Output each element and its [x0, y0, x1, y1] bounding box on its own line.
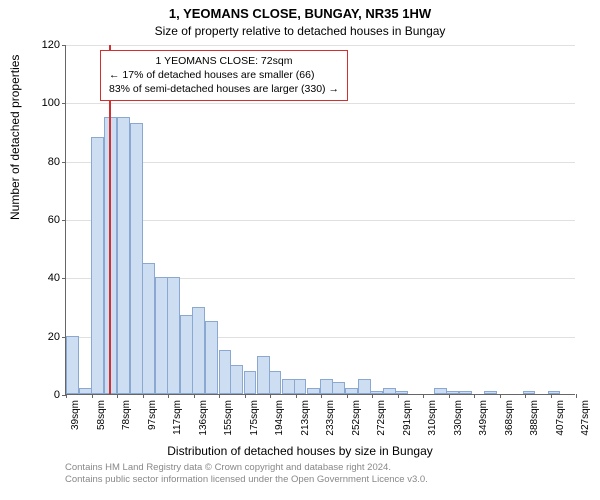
ytick-label: 80 — [20, 156, 60, 168]
bar — [167, 277, 180, 394]
bar — [358, 379, 371, 394]
xtick-mark — [92, 394, 93, 398]
y-axis-label: Number of detached properties — [8, 55, 22, 220]
info-line-1: 1 YEOMANS CLOSE: 72sqm — [109, 54, 339, 68]
bar — [320, 379, 333, 394]
xtick-mark — [143, 394, 144, 398]
ytick-mark — [62, 45, 66, 46]
xtick-mark — [423, 394, 424, 398]
bar — [434, 388, 447, 394]
ytick-mark — [62, 278, 66, 279]
ytick-label: 100 — [20, 97, 60, 109]
xtick-mark — [219, 394, 220, 398]
bar — [332, 382, 345, 394]
xtick-mark — [372, 394, 373, 398]
bar — [192, 307, 205, 395]
xtick-label: 233sqm — [325, 400, 336, 436]
xtick-label: 407sqm — [555, 400, 566, 436]
footer-line-2: Contains public sector information licen… — [65, 474, 428, 486]
footer-line-1: Contains HM Land Registry data © Crown c… — [65, 462, 428, 474]
ytick-mark — [62, 103, 66, 104]
xtick-mark — [525, 394, 526, 398]
xtick-mark — [551, 394, 552, 398]
xtick-mark — [296, 394, 297, 398]
bar — [484, 391, 497, 394]
footer-attribution: Contains HM Land Registry data © Crown c… — [65, 462, 428, 487]
xtick-label: 117sqm — [172, 400, 183, 435]
bar — [79, 388, 92, 394]
bar — [244, 371, 257, 394]
xtick-mark — [117, 394, 118, 398]
xtick-mark — [398, 394, 399, 398]
gridline — [66, 45, 575, 46]
xtick-label: 175sqm — [249, 400, 260, 436]
ytick-label: 0 — [20, 389, 60, 401]
x-axis-label: Distribution of detached houses by size … — [0, 444, 600, 458]
xtick-label: 349sqm — [478, 400, 489, 436]
xtick-label: 330sqm — [453, 400, 464, 436]
chart-title-main: 1, YEOMANS CLOSE, BUNGAY, NR35 1HW — [0, 6, 600, 21]
xtick-mark — [347, 394, 348, 398]
xtick-label: 252sqm — [351, 400, 362, 436]
xtick-label: 388sqm — [529, 400, 540, 436]
xtick-mark — [270, 394, 271, 398]
gridline — [66, 103, 575, 104]
info-line-2: ← 17% of detached houses are smaller (66… — [109, 68, 339, 82]
xtick-mark — [245, 394, 246, 398]
chart-container: 1, YEOMANS CLOSE, BUNGAY, NR35 1HW Size … — [0, 0, 600, 500]
xtick-label: 291sqm — [402, 400, 413, 436]
xtick-mark — [449, 394, 450, 398]
bar — [257, 356, 270, 394]
xtick-label: 97sqm — [147, 400, 158, 430]
xtick-label: 213sqm — [300, 400, 311, 436]
xtick-mark — [576, 394, 577, 398]
ytick-label: 120 — [20, 39, 60, 51]
bar — [282, 379, 295, 394]
bar — [142, 263, 155, 394]
xtick-mark — [321, 394, 322, 398]
bar — [269, 371, 282, 394]
bar — [205, 321, 218, 394]
ytick-label: 20 — [20, 331, 60, 343]
xtick-label: 136sqm — [198, 400, 209, 436]
xtick-label: 272sqm — [376, 400, 387, 436]
bar — [548, 391, 561, 394]
xtick-label: 194sqm — [274, 400, 285, 436]
xtick-label: 310sqm — [427, 400, 438, 436]
bar — [307, 388, 320, 394]
xtick-mark — [168, 394, 169, 398]
xtick-label: 427sqm — [580, 400, 591, 436]
bar — [155, 277, 168, 394]
xtick-mark — [194, 394, 195, 398]
xtick-mark — [474, 394, 475, 398]
xtick-label: 58sqm — [96, 400, 107, 430]
xtick-label: 368sqm — [504, 400, 515, 436]
xtick-label: 78sqm — [121, 400, 132, 430]
xtick-label: 155sqm — [223, 400, 234, 436]
bar — [66, 336, 79, 394]
ytick-label: 60 — [20, 214, 60, 226]
xtick-mark — [500, 394, 501, 398]
bar — [383, 388, 396, 394]
xtick-mark — [66, 394, 67, 398]
info-box: 1 YEOMANS CLOSE: 72sqm ← 17% of detached… — [100, 50, 348, 101]
bar — [294, 379, 307, 394]
bar — [91, 137, 104, 394]
bar — [117, 117, 130, 394]
chart-title-sub: Size of property relative to detached ho… — [0, 24, 600, 38]
bar — [459, 391, 472, 394]
bar — [230, 365, 243, 394]
bar — [180, 315, 193, 394]
bar — [219, 350, 232, 394]
xtick-label: 39sqm — [70, 400, 81, 430]
ytick-mark — [62, 162, 66, 163]
bar — [130, 123, 143, 394]
ytick-label: 40 — [20, 272, 60, 284]
info-line-3: 83% of semi-detached houses are larger (… — [109, 82, 339, 96]
ytick-mark — [62, 220, 66, 221]
